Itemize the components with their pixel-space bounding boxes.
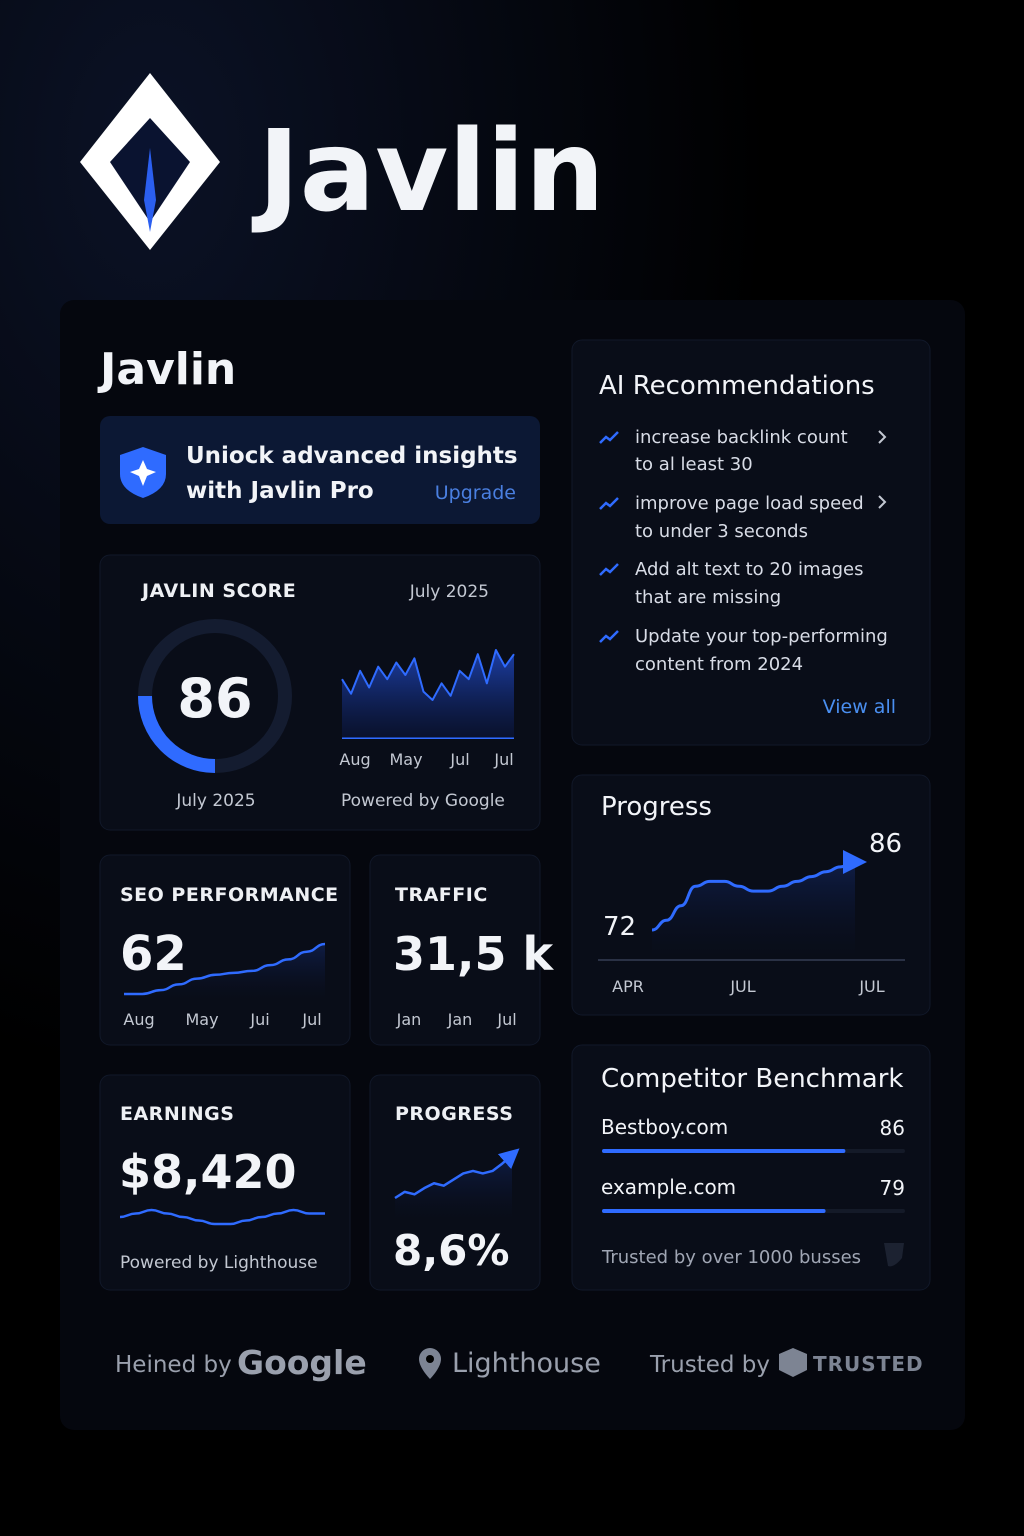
sparkline <box>119 1208 325 1226</box>
x-label: Jui <box>249 1010 269 1029</box>
chevron <box>878 430 887 444</box>
recommendations-card <box>571 339 931 746</box>
sparkline <box>394 1148 520 1200</box>
x-label: Jul <box>449 750 469 769</box>
card-label: EARNINGS <box>120 1103 234 1125</box>
check-icon <box>599 630 619 643</box>
progress-value: 8,6% <box>393 1226 509 1275</box>
logo <box>80 73 220 250</box>
score-date: July 2025 <box>175 791 255 811</box>
card-title: Competitor Benchmark <box>601 1064 903 1094</box>
footer-text: Trusted by <box>649 1352 770 1378</box>
upgrade-link[interactable]: Upgrade <box>435 482 516 504</box>
check-icon <box>599 431 619 444</box>
end-label: 86 <box>869 829 902 859</box>
rec-item: Update your top-performing content from … <box>599 626 888 675</box>
bar <box>602 1209 826 1213</box>
competitor-score: 79 <box>880 1176 905 1200</box>
start-label: 72 <box>603 912 636 942</box>
rec-text: improve page load speed <box>635 493 864 514</box>
score-ring-arc <box>138 695 216 773</box>
x-label: Aug <box>339 750 370 769</box>
x-label: Jan <box>396 1010 422 1029</box>
sparkline-area <box>652 862 855 958</box>
rec-item[interactable]: increase backlink count to al least 30 <box>599 427 887 475</box>
x-label: Jul <box>301 1010 321 1029</box>
sparkline <box>341 649 515 701</box>
sparkline-area <box>395 1155 512 1220</box>
brand-title: Javlin <box>251 107 605 237</box>
rec-text: to under 3 seconds <box>635 521 808 542</box>
x-label: May <box>389 750 422 769</box>
x-label: JUL <box>729 977 755 996</box>
footnote: Powered by Google <box>341 791 505 811</box>
rec-text: that are missing <box>635 587 781 608</box>
score-value: 86 <box>177 667 252 730</box>
x-label: Jul <box>496 1010 516 1029</box>
footer-brand: Lighthouse <box>452 1348 601 1379</box>
promo-box <box>100 416 540 524</box>
pin-icon <box>419 1348 441 1379</box>
card-label: JAVLIN SCORE <box>140 580 296 602</box>
sparkline <box>124 942 326 996</box>
sparkline <box>651 850 867 932</box>
seo-value: 62 <box>120 926 187 982</box>
card-title: AI Recommendations <box>599 371 875 401</box>
competitor-card <box>571 1044 931 1291</box>
promo-text: Uniock advanced insights <box>186 443 518 469</box>
box-icon <box>779 1348 807 1377</box>
footer-brand: TRUSTED <box>813 1352 924 1376</box>
earnings-value: $8,420 <box>119 1145 297 1199</box>
competitor-name: example.com <box>601 1175 736 1199</box>
footer-brand: Google <box>237 1343 367 1382</box>
panel-title: Javlin <box>97 344 236 395</box>
x-label: May <box>185 1010 218 1029</box>
footer-text: Heined by <box>115 1352 232 1378</box>
competitor-name: Bestboy.com <box>601 1115 728 1139</box>
rec-item[interactable]: improve page load speed to under 3 secon… <box>599 493 887 542</box>
sparkline-area <box>342 650 514 738</box>
card-label: TRAFFIC <box>395 884 488 906</box>
chart-date: July 2025 <box>409 582 489 602</box>
x-label: Aug <box>123 1010 154 1029</box>
rec-text: Update your top-performing <box>635 626 888 647</box>
chevron <box>878 495 887 509</box>
card-label: SEO PERFORMANCE <box>120 884 339 906</box>
rec-text: to al least 30 <box>635 454 753 475</box>
card-title: Progress <box>601 792 712 822</box>
x-label: Jan <box>447 1010 473 1029</box>
view-all-link[interactable]: View all <box>823 696 896 718</box>
check-icon <box>599 497 619 510</box>
traffic-card <box>369 854 541 1046</box>
shield-icon <box>120 447 166 498</box>
x-label: JUL <box>858 977 884 996</box>
rec-text: content from 2024 <box>635 654 803 675</box>
competitor-score: 86 <box>880 1116 905 1140</box>
shield-icon <box>884 1243 904 1267</box>
traffic-value: 31,5 k <box>393 927 555 981</box>
check-icon <box>599 563 619 576</box>
rec-item: Add alt text to 20 images that are missi… <box>599 559 864 608</box>
footnote: Trusted by over 1000 busses <box>601 1247 861 1268</box>
promo-text: with Javlin Pro <box>186 478 374 504</box>
earnings-card <box>99 1074 351 1291</box>
rec-text: increase backlink count <box>635 427 848 448</box>
footnote: Powered by Lighthouse <box>120 1253 318 1273</box>
card-label: PROGRESS <box>395 1103 513 1125</box>
bar <box>602 1149 846 1153</box>
x-label: APR <box>612 977 644 996</box>
rec-text: Add alt text to 20 images <box>635 559 864 580</box>
x-label: Jul <box>493 750 513 769</box>
